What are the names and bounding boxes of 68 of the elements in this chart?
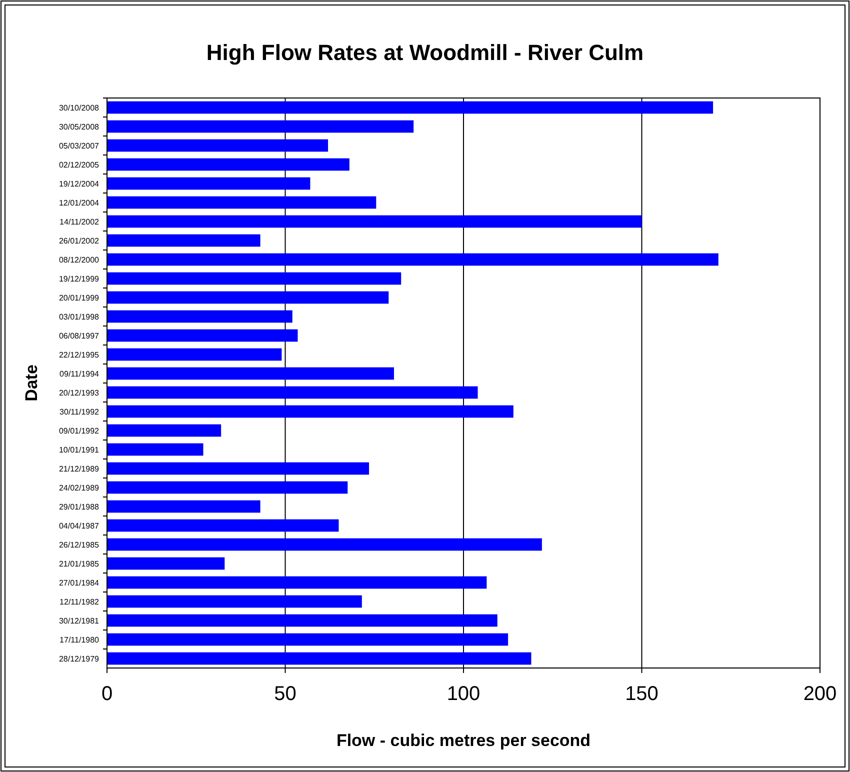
- x-tick-label: 0: [101, 683, 113, 705]
- y-tick-label: 30/05/2008: [58, 122, 100, 132]
- bar: [107, 424, 222, 437]
- y-tick-label: 03/01/1998: [58, 312, 100, 322]
- y-tick-label: 30/10/2008: [58, 103, 100, 112]
- y-tick-label: 09/11/1994: [60, 369, 100, 378]
- y-tick-label: 06/08/1997: [58, 331, 100, 340]
- bar: [107, 196, 376, 209]
- y-tick-label: 20/12/1993: [58, 388, 100, 398]
- bar: [107, 158, 350, 171]
- y-tick-label: 27/01/1984: [58, 578, 100, 588]
- bar: [107, 519, 339, 532]
- chart-title: High Flow Rates at Woodmill - River Culm: [206, 40, 644, 65]
- bar: [107, 405, 514, 418]
- bar: [107, 595, 362, 608]
- x-tick-label: 50: [274, 683, 296, 705]
- bar: [107, 177, 310, 190]
- bar: [107, 234, 260, 247]
- y-tick-label: 20/01/1999: [58, 293, 100, 302]
- y-tick-label: 12/01/2004: [58, 198, 100, 208]
- y-tick-label: 02/12/2005: [58, 160, 100, 170]
- x-tick-label: 100: [446, 683, 480, 705]
- y-tick-label: 29/01/1988: [58, 502, 100, 512]
- y-tick-label: 30/12/1981: [58, 616, 100, 626]
- y-tick-label: 21/01/1985: [58, 559, 100, 568]
- bar: [107, 462, 370, 475]
- x-tick-label: 200: [803, 683, 837, 705]
- y-axis-title: Date: [22, 364, 41, 402]
- bar: [107, 576, 487, 589]
- bar: [107, 443, 204, 456]
- bar: [107, 500, 260, 513]
- y-tick-label: 24/02/1989: [58, 483, 100, 492]
- y-tick-label: 19/12/1999: [58, 274, 100, 284]
- y-tick-label: 19/12/2004: [58, 179, 100, 188]
- x-axis-title: Flow - cubic metres per second: [336, 731, 591, 750]
- y-tick-label: 26/01/2002: [58, 236, 100, 246]
- bar: [107, 367, 394, 380]
- y-tick-label: 14/11/2002: [60, 217, 100, 226]
- y-tick-label: 26/12/1985: [58, 540, 100, 550]
- y-tick-label: 30/11/1992: [60, 407, 100, 416]
- y-tick-label: 10/01/1991: [58, 445, 100, 454]
- bar: [107, 120, 414, 133]
- bar: [107, 386, 478, 399]
- bar: [107, 139, 328, 152]
- bar: [107, 481, 348, 494]
- y-tick-label: 28/12/1979: [58, 654, 100, 664]
- bar: [107, 101, 714, 114]
- y-tick-label: 12/11/1982: [60, 597, 100, 606]
- bar: [107, 652, 532, 665]
- y-tick-label: 22/12/1995: [58, 350, 100, 360]
- bar: [107, 538, 542, 551]
- bar: [107, 614, 498, 627]
- bar: [107, 291, 389, 304]
- bar: [107, 329, 298, 342]
- y-tick-label: 04/04/1987: [58, 521, 100, 530]
- bar: [107, 557, 225, 570]
- bar: [107, 253, 718, 266]
- y-tick-label: 05/03/2007: [58, 141, 100, 150]
- bar: [107, 310, 292, 323]
- y-tick-label: 17/11/1980: [60, 635, 100, 644]
- bar: [107, 272, 402, 285]
- bar: [107, 215, 642, 228]
- y-tick-label: 21/12/1989: [58, 464, 100, 474]
- y-tick-label: 09/01/1992: [58, 426, 100, 436]
- x-tick-label: 150: [625, 683, 658, 705]
- bar: [107, 348, 282, 361]
- y-tick-label: 08/12/2000: [58, 255, 100, 264]
- bar: [107, 633, 508, 646]
